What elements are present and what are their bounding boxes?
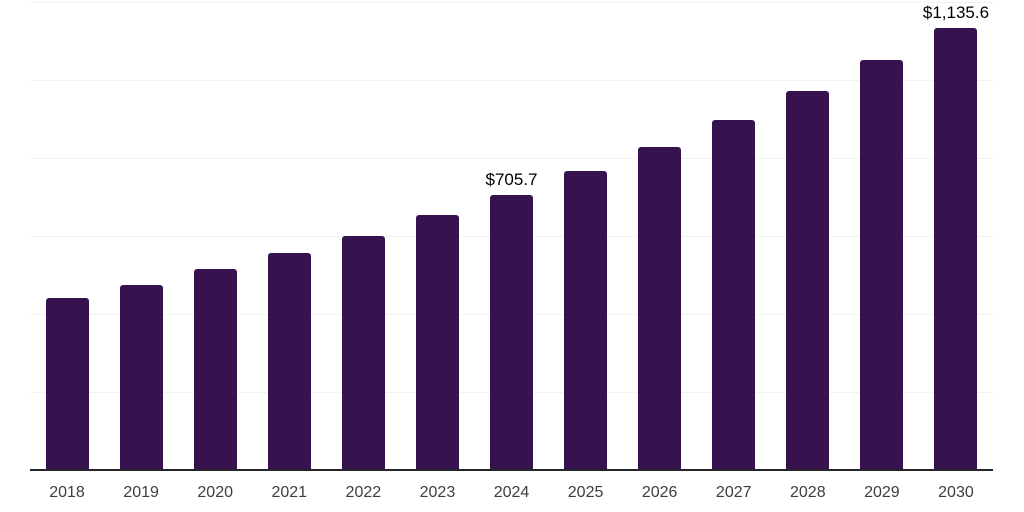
- x-tick-label-2026: 2026: [641, 484, 678, 501]
- x-tick-label-2022: 2022: [345, 484, 382, 501]
- x-tick-label-2023: 2023: [419, 484, 456, 501]
- bar-2018: [45, 298, 89, 470]
- gridline: [30, 79, 993, 81]
- bar-value-label-2030: $1,135.6: [922, 2, 990, 22]
- x-tick-label-2018: 2018: [49, 484, 85, 501]
- bar-value-label-2024: $705.7: [485, 170, 538, 190]
- bar-2030: [934, 27, 978, 470]
- bar-2027: [712, 120, 756, 470]
- x-tick-label-2029: 2029: [864, 484, 900, 501]
- x-tick-label-2030: 2030: [938, 484, 974, 501]
- x-tick-label-2025: 2025: [567, 484, 604, 501]
- bar-2019: [119, 284, 163, 470]
- gridline: [30, 157, 993, 159]
- bar-2026: [638, 147, 682, 470]
- x-tick-label-2028: 2028: [790, 484, 826, 501]
- bar-2025: [564, 171, 608, 470]
- bar-2022: [341, 235, 385, 470]
- gridline: [30, 2, 993, 3]
- bar-2024: [490, 195, 533, 470]
- x-tick-label-2021: 2021: [271, 484, 308, 501]
- bar-2028: [786, 90, 830, 470]
- bar-2029: [860, 60, 904, 470]
- bar-2021: [267, 253, 311, 470]
- bar-2023: [415, 214, 459, 470]
- x-tick-label-2027: 2027: [715, 484, 752, 501]
- x-axis-line: [30, 469, 993, 471]
- x-tick-label-2019: 2019: [123, 484, 159, 501]
- bar-2020: [193, 268, 237, 470]
- x-tick-label-2024: 2024: [493, 484, 530, 501]
- x-tick-label-2020: 2020: [197, 484, 233, 501]
